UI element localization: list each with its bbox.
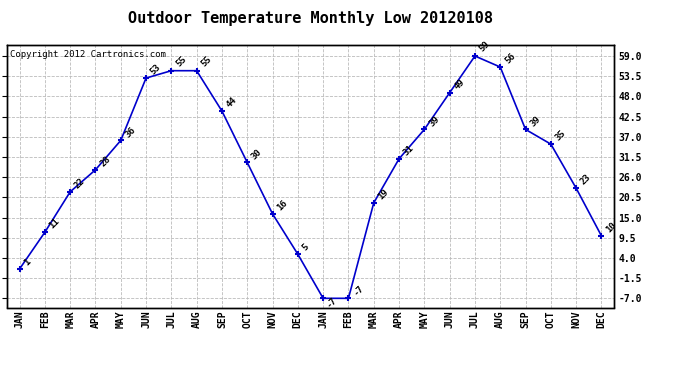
Text: 30: 30 [250, 147, 264, 161]
Text: 39: 39 [529, 114, 542, 128]
Text: 44: 44 [225, 96, 239, 110]
Text: Copyright 2012 Cartronics.com: Copyright 2012 Cartronics.com [10, 50, 166, 59]
Text: 55: 55 [174, 54, 188, 68]
Text: 56: 56 [503, 52, 517, 66]
Text: 19: 19 [377, 188, 391, 201]
Text: 23: 23 [579, 173, 593, 187]
Text: 31: 31 [402, 144, 416, 158]
Text: -7: -7 [324, 296, 339, 309]
Text: 5: 5 [301, 243, 310, 253]
Text: 22: 22 [73, 177, 87, 190]
Text: -7: -7 [351, 283, 365, 297]
Text: 59: 59 [477, 39, 492, 53]
Text: 28: 28 [98, 154, 112, 168]
Text: 39: 39 [427, 114, 441, 128]
Text: Outdoor Temperature Monthly Low 20120108: Outdoor Temperature Monthly Low 20120108 [128, 11, 493, 26]
Text: 16: 16 [275, 198, 289, 213]
Text: 10: 10 [604, 220, 618, 234]
Text: 36: 36 [124, 125, 137, 139]
Text: 11: 11 [48, 217, 61, 231]
Text: 1: 1 [22, 257, 32, 267]
Text: 49: 49 [453, 77, 466, 92]
Text: 53: 53 [149, 63, 163, 76]
Text: 55: 55 [199, 54, 213, 68]
Text: 35: 35 [553, 129, 568, 143]
